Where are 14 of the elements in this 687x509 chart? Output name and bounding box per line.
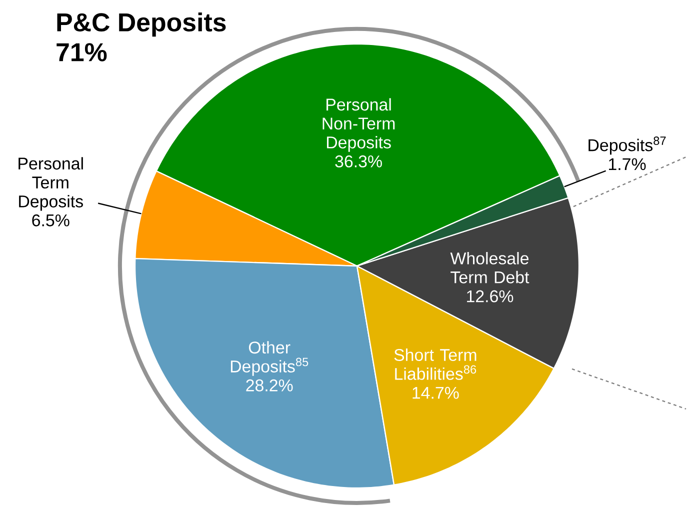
data-label: 14.7% [412,386,459,399]
chart-subtitle: 71% [56,43,107,62]
slice-label: Wholesale Term Debt [450,252,530,284]
data-label: 6.5% [32,214,70,226]
chart-title: P&C Deposits [57,12,226,37]
slice-label: Other Deposits$^{85}$ [230,341,308,376]
slice-label: Personal Term Deposits [18,157,83,211]
data-label: 12.6% [467,290,514,302]
data-label: 36.3% [335,155,382,168]
data-label: 28.2% [246,379,293,392]
slice-label: Deposits$^{87}$ [588,136,666,155]
slice-label: Short Term Liabilities$^{86}$ [394,348,476,380]
data-label: 1.7% [609,158,646,170]
slice-label: Personal Non-Term Deposits [322,98,395,152]
